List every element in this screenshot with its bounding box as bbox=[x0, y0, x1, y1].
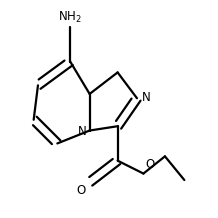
Text: N: N bbox=[78, 125, 86, 138]
Text: O: O bbox=[76, 184, 85, 197]
Text: N: N bbox=[142, 91, 151, 104]
Text: NH$_2$: NH$_2$ bbox=[58, 10, 82, 25]
Text: O: O bbox=[146, 158, 155, 171]
